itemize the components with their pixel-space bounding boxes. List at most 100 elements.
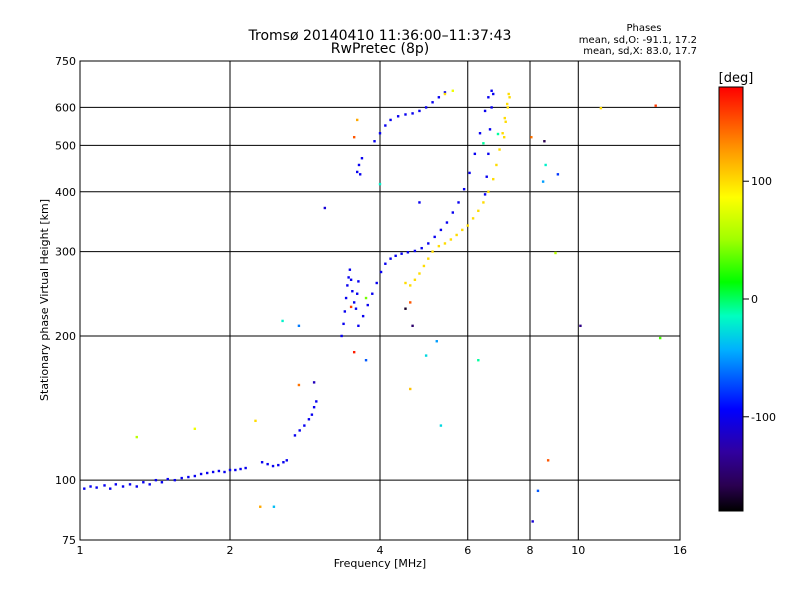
- data-point: [473, 152, 477, 156]
- data-point: [310, 413, 314, 416]
- data-point: [409, 301, 412, 304]
- data-point: [506, 106, 509, 109]
- data-point: [466, 224, 469, 227]
- data-point: [461, 228, 464, 232]
- data-point: [404, 281, 407, 285]
- data-point: [95, 486, 98, 489]
- data-point: [259, 505, 262, 508]
- data-point: [160, 481, 164, 484]
- data-point: [352, 350, 356, 354]
- data-point: [384, 124, 387, 127]
- chart-title: Tromsø 20140410 11:36:00–11:37:43: [248, 28, 512, 44]
- stats-line-x: mean, sd,X: 83.0, 17.7: [583, 46, 697, 57]
- data-point: [599, 106, 603, 110]
- data-point: [478, 132, 482, 135]
- data-point: [487, 190, 490, 193]
- data-point: [492, 92, 495, 96]
- data-point: [366, 303, 369, 307]
- data-point: [340, 334, 343, 338]
- data-point: [462, 187, 466, 191]
- data-point: [495, 163, 498, 167]
- data-point: [347, 276, 350, 279]
- data-point: [375, 281, 378, 285]
- data-point: [451, 211, 455, 214]
- data-point: [342, 322, 345, 326]
- data-point: [355, 170, 359, 174]
- colorbar-ticks: 100 0 -100: [743, 175, 776, 424]
- data-point: [477, 359, 480, 362]
- data-point: [307, 418, 311, 421]
- data-point: [406, 251, 410, 254]
- data-point: [297, 383, 301, 387]
- data-point: [490, 106, 493, 109]
- data-point: [431, 250, 434, 253]
- data-point: [352, 301, 356, 304]
- data-point: [483, 193, 487, 196]
- stats-line-o: mean, sd,O: -91.1, 17.2: [579, 35, 697, 46]
- data-point: [490, 89, 493, 92]
- data-point: [487, 96, 490, 99]
- data-point: [361, 314, 365, 318]
- data-point: [357, 324, 360, 328]
- data-point: [530, 135, 533, 139]
- data-point: [358, 173, 362, 176]
- data-point: [654, 104, 657, 107]
- data-point: [389, 118, 392, 122]
- data-point: [349, 305, 353, 309]
- data-point: [193, 427, 197, 431]
- data-point: [482, 201, 485, 204]
- data-point: [541, 180, 545, 183]
- data-point: [504, 120, 507, 123]
- data-point: [312, 406, 316, 409]
- x-tick-label: 10: [571, 544, 585, 557]
- y-tick-labels: 75 100 200 300 400 500 600 750: [55, 55, 76, 547]
- data-point: [413, 278, 417, 281]
- data-point: [354, 307, 358, 310]
- data-point: [351, 290, 354, 293]
- data-point: [244, 466, 247, 470]
- data-point: [424, 354, 428, 357]
- data-point: [344, 296, 348, 300]
- data-point: [471, 217, 475, 220]
- y-tick-label: 400: [55, 186, 76, 199]
- data-point: [488, 128, 492, 131]
- plot-frame: [79, 60, 681, 541]
- data-point: [485, 175, 488, 178]
- data-point: [303, 424, 306, 427]
- data-point: [103, 484, 106, 487]
- data-point: [364, 359, 368, 362]
- data-point: [502, 135, 506, 139]
- data-point: [285, 459, 288, 462]
- data-point: [355, 292, 359, 295]
- data-point: [431, 101, 434, 104]
- data-point: [277, 463, 280, 467]
- data-point: [128, 483, 132, 486]
- data-point: [121, 485, 125, 488]
- data-point: [422, 264, 426, 268]
- data-point: [396, 115, 400, 118]
- data-point: [348, 268, 352, 271]
- data-point: [166, 477, 169, 481]
- stats-heading: Phases: [626, 23, 661, 34]
- data-point: [355, 118, 359, 122]
- data-point: [297, 324, 301, 328]
- data-point: [544, 163, 547, 167]
- data-point: [492, 177, 495, 181]
- data-point: [439, 228, 443, 232]
- x-tick-label: 1: [77, 544, 84, 557]
- data-point: [228, 468, 232, 472]
- data-point: [389, 257, 392, 260]
- data-point: [498, 148, 501, 151]
- data-point: [260, 461, 264, 464]
- colorbar-label: [deg]: [719, 71, 754, 86]
- data-point: [254, 419, 257, 423]
- data-point: [135, 485, 138, 488]
- data-point: [556, 173, 560, 176]
- data-point: [360, 157, 364, 160]
- x-tick-label: 8: [527, 544, 534, 557]
- data-point: [384, 262, 387, 265]
- data-point: [437, 244, 441, 248]
- data-point: [364, 296, 368, 300]
- data-point: [357, 280, 360, 283]
- data-points: [83, 89, 662, 523]
